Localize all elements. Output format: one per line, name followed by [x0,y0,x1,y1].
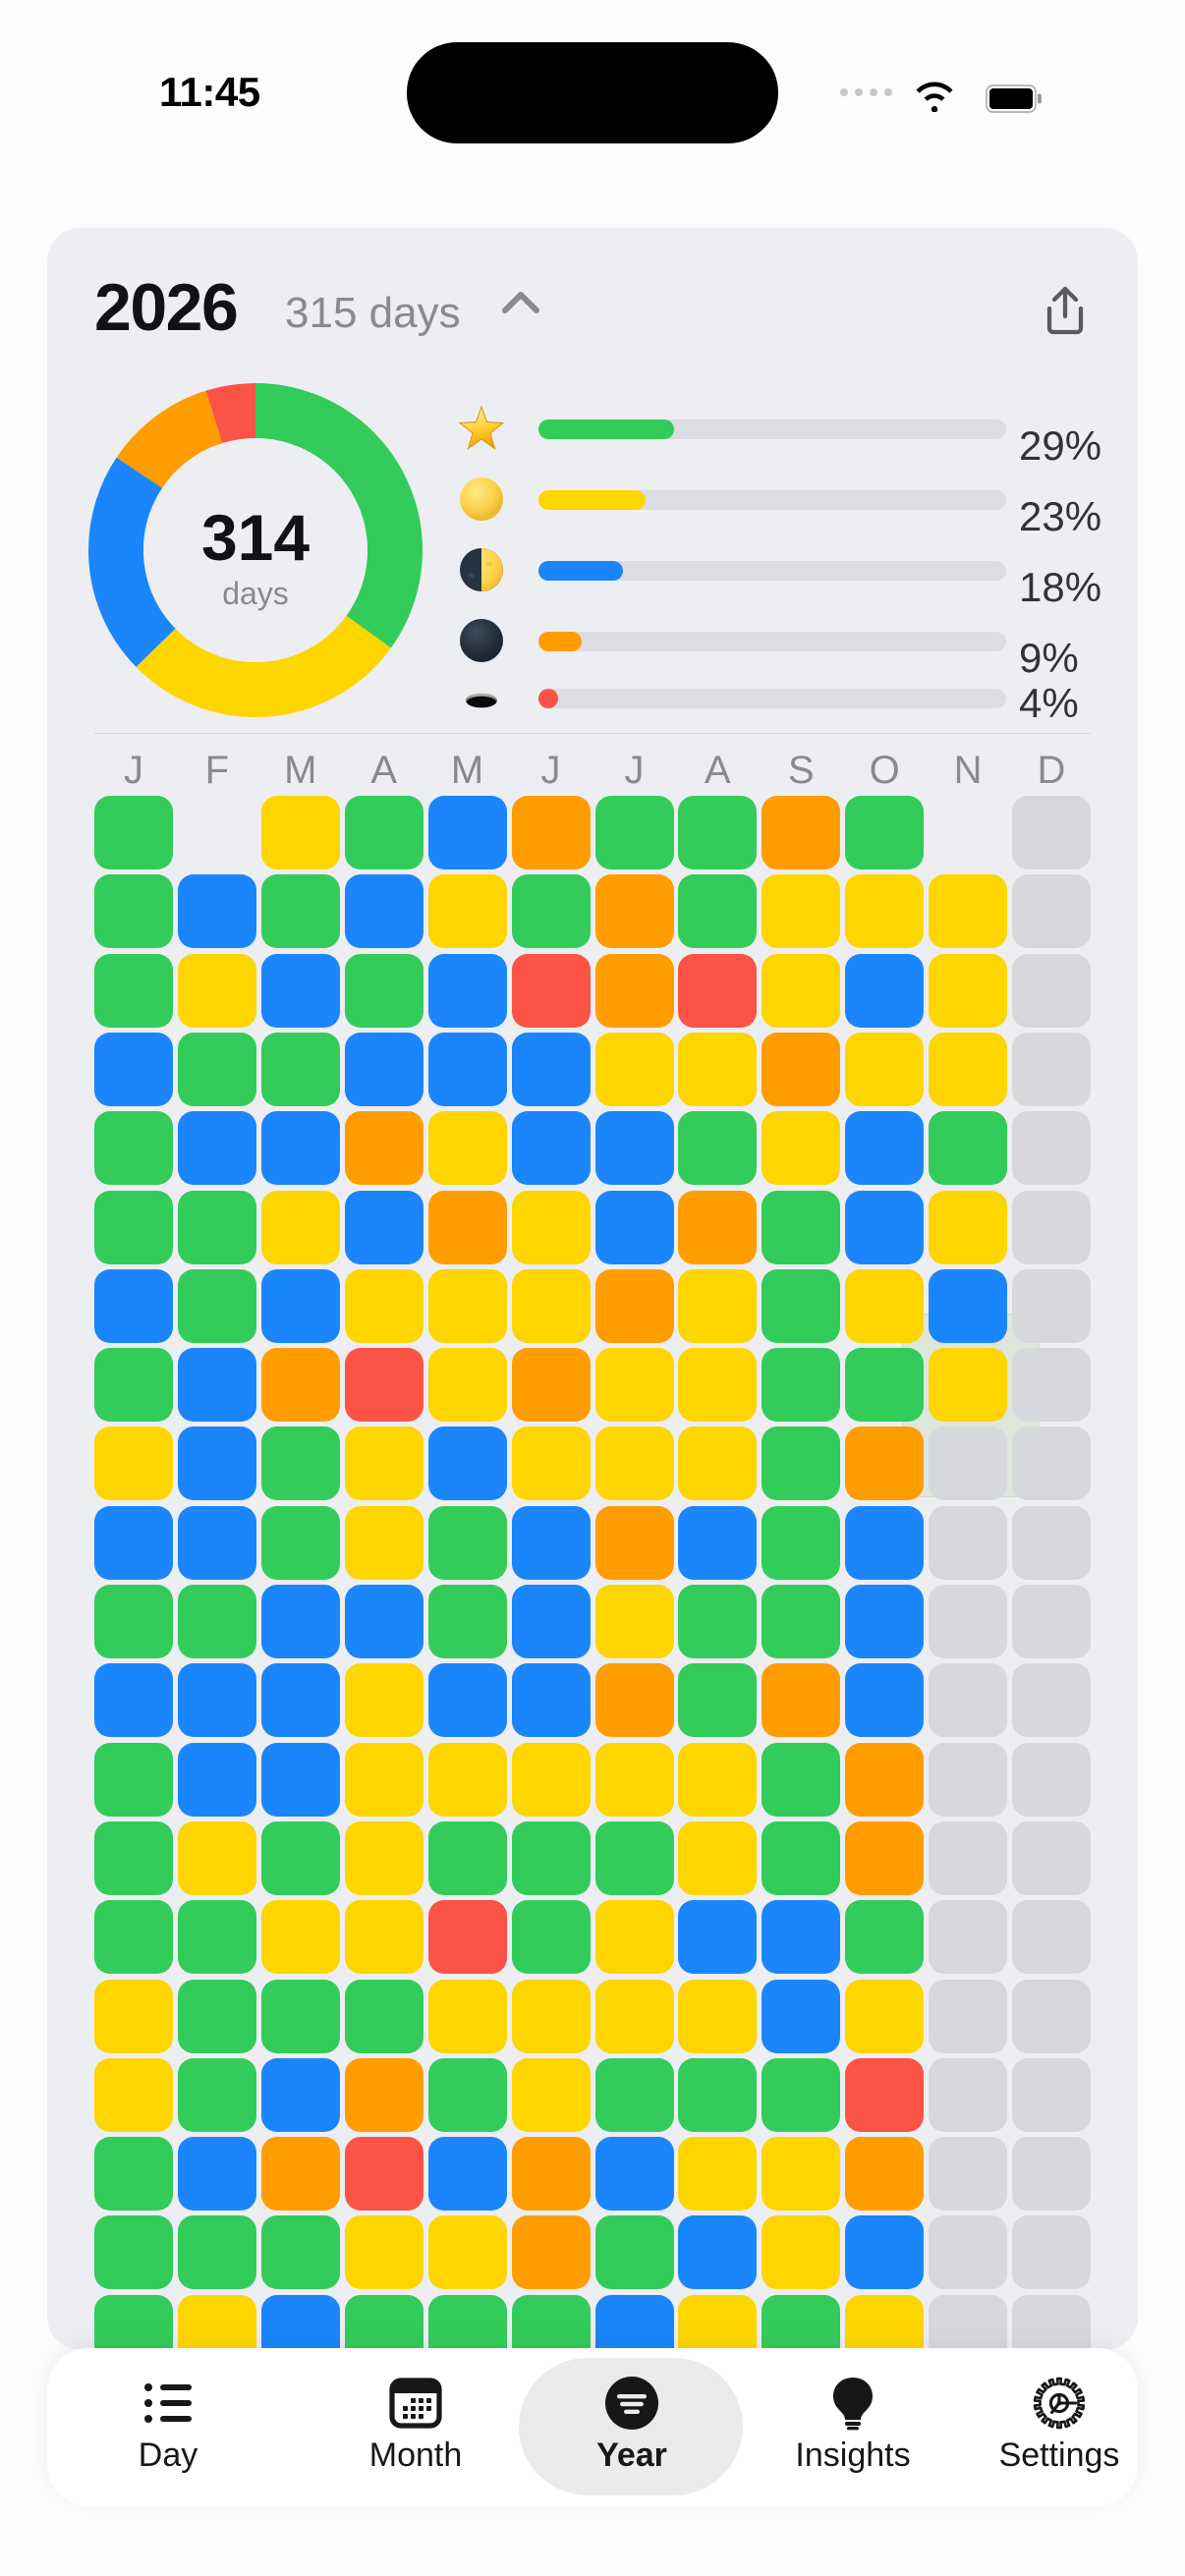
svg-text:314: 314 [201,501,310,574]
svg-text:days: days [222,576,289,611]
